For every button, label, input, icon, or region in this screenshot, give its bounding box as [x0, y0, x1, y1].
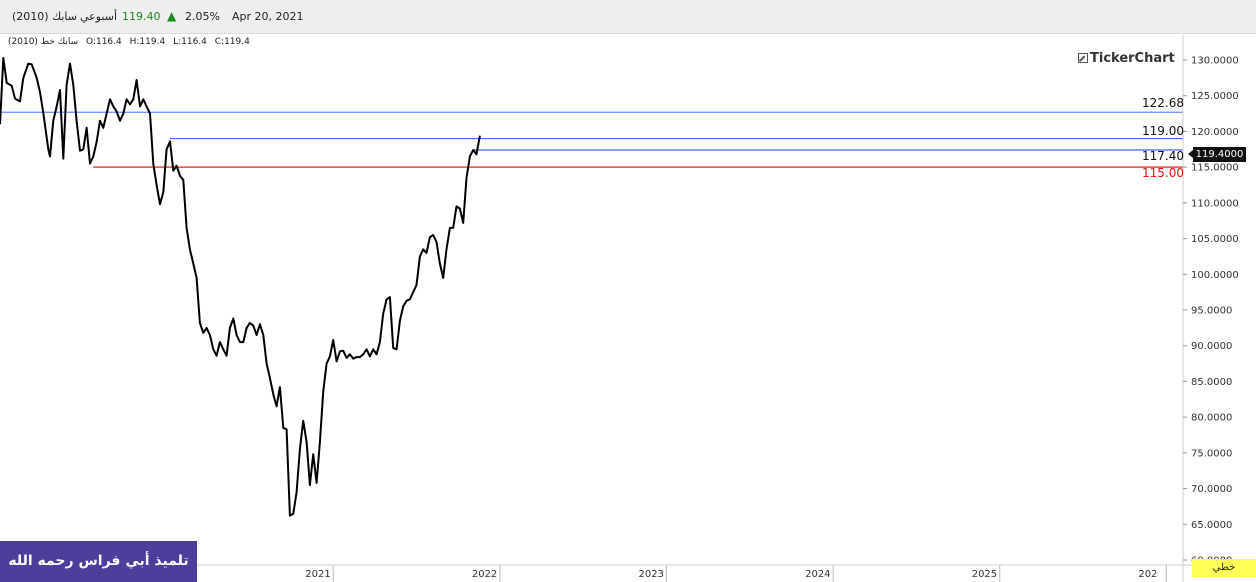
open-value: O:116.4	[86, 37, 122, 47]
y-tick-label: 65.0000	[1191, 520, 1232, 531]
x-tick-label: 2025	[972, 569, 997, 580]
horizontal-line-label: 119.00	[1142, 123, 1184, 138]
chart-style-button[interactable]: خطي	[1192, 559, 1256, 577]
watermark-banner: تلميذ أبي فراس رحمه الله	[0, 541, 197, 582]
high-value: H:119.4	[129, 37, 166, 47]
last-price-tag: 119.4000	[1188, 147, 1246, 162]
y-tick-label: 75.0000	[1191, 448, 1232, 459]
x-tick-label: 202	[1138, 569, 1157, 580]
chart-logo-icon	[1078, 53, 1088, 63]
tickerchart-logo: TickerChart	[1078, 51, 1175, 66]
horizontal-line-label: 117.40	[1142, 149, 1184, 163]
quote-date: Apr 20, 2021	[232, 10, 304, 23]
close-value: C:119.4	[214, 37, 250, 47]
percent-change: 2.05%	[185, 10, 220, 23]
y-tick-label: 80.0000	[1191, 413, 1232, 424]
y-tick-label: 70.0000	[1191, 484, 1232, 495]
ohlc-readout: سابك خط (2010) O:116.4 H:119.4 L:116.4 C…	[8, 37, 255, 47]
last-price: 119.40	[122, 10, 161, 23]
y-tick-label: 100.0000	[1191, 270, 1239, 281]
symbol-label[interactable]: سابك (2010)	[12, 10, 77, 23]
y-tick-label: 90.0000	[1191, 341, 1232, 352]
y-tick-label: 115.0000	[1191, 163, 1239, 174]
x-tick-label: 2023	[638, 569, 663, 580]
y-tick-label: 130.0000	[1191, 56, 1239, 67]
interval-label[interactable]: أسبوعي	[80, 10, 118, 23]
y-tick-label: 105.0000	[1191, 234, 1239, 245]
y-tick-label: 110.0000	[1191, 198, 1239, 209]
series-label: سابك خط (2010)	[8, 37, 79, 47]
x-tick-label: 2024	[805, 569, 830, 580]
x-tick-label: 2021	[305, 569, 330, 580]
price-series	[0, 56, 481, 517]
horizontal-lines	[0, 111, 1183, 168]
y-tick-label: 95.0000	[1191, 306, 1232, 317]
up-arrow-icon: ▲	[167, 9, 177, 23]
logo-text: TickerChart	[1090, 51, 1175, 66]
x-tick-label: 2022	[472, 569, 497, 580]
y-tick-label: 120.0000	[1191, 127, 1239, 138]
y-tick-label: 125.0000	[1191, 91, 1239, 102]
chart-header: سابك (2010) أسبوعي 119.40 ▲ 2.05% Apr 20…	[0, 0, 1256, 34]
price-line	[0, 56, 481, 517]
horizontal-line-label: 122.68	[1142, 96, 1184, 111]
horizontal-line-label: 115.00	[1142, 166, 1184, 181]
y-axis: 130.0000 125.0000 120.0000 115.0000 110.0000…	[1182, 35, 1239, 582]
y-tick-label: 85.0000	[1191, 377, 1232, 388]
low-value: L:116.4	[173, 37, 207, 47]
